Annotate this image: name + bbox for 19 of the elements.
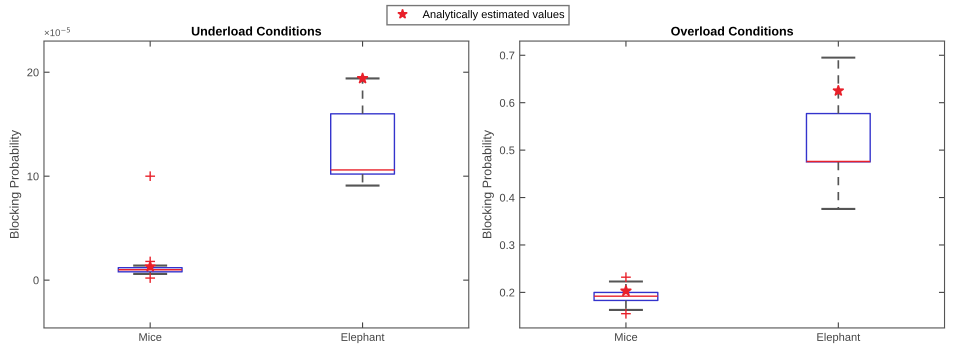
y-tick-label: 10 [28, 172, 39, 180]
chart-title: Overload Conditions [671, 26, 794, 36]
y-axis-title: Blocking Probability [10, 130, 22, 238]
text: ×10$^{−5}$ [44, 27, 70, 36]
y-tick-label: 0.7 [500, 52, 514, 60]
legend-label: Analytically estimated values [422, 10, 564, 20]
y-tick-label: 0.3 [500, 241, 514, 250]
x-tick-label: Mice [139, 332, 162, 341]
y-tick-label: 20 [27, 68, 39, 76]
x-tick-label: Elephant [817, 332, 860, 344]
y-tick-label: 0.5 [500, 146, 514, 154]
y-tick-label: 0.4 [500, 194, 515, 202]
y-axis-title: Blocking Probability [482, 130, 494, 238]
x-tick-label: Elephant [342, 332, 384, 344]
x-tick-label: Mice [615, 332, 638, 341]
y-tick-label: 0 [33, 276, 39, 284]
y-tick-label: 0.6 [500, 98, 514, 107]
y-tick-label: 0.2 [500, 288, 514, 297]
chart-title: Underload Conditions [192, 26, 322, 36]
